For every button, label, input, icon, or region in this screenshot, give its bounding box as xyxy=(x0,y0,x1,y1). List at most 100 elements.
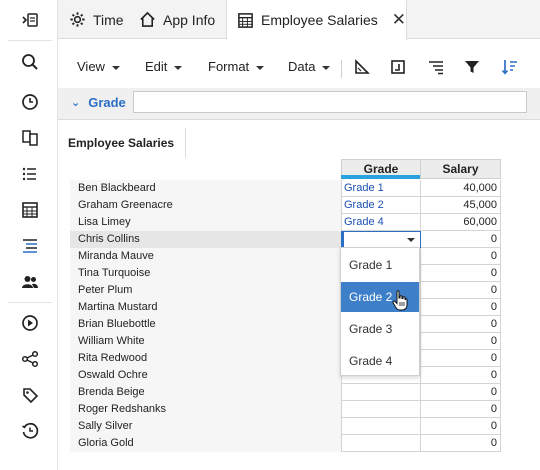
employee-name-cell[interactable]: Chris Collins xyxy=(70,231,341,248)
table-row[interactable]: Martina Mustard 0 xyxy=(70,299,501,316)
table-row[interactable]: Oswald Ochre 0 xyxy=(70,367,501,384)
share-icon[interactable] xyxy=(20,349,40,369)
employee-name-cell[interactable]: William White xyxy=(70,333,341,350)
history-icon[interactable] xyxy=(20,421,40,441)
salary-cell[interactable]: 0 xyxy=(421,435,501,452)
list-icon[interactable] xyxy=(20,164,40,184)
view-menu-label: View xyxy=(77,59,105,74)
employee-name-cell[interactable]: Gloria Gold xyxy=(70,435,341,452)
salary-cell[interactable]: 0 xyxy=(421,282,501,299)
grade-dropdown-list: Grade 1 Grade 2 Grade 3 Grade 4 xyxy=(340,247,420,376)
salary-cell[interactable]: 0 xyxy=(421,316,501,333)
salary-cell[interactable]: 0 xyxy=(421,418,501,435)
employee-name-cell[interactable]: Lisa Limey xyxy=(70,214,341,231)
table-row[interactable]: Chris Collins 0 xyxy=(70,231,501,248)
grade-cell[interactable] xyxy=(341,435,421,452)
table-row[interactable]: Graham Greenacre Grade 2 45,000 xyxy=(70,197,501,214)
employee-name-cell[interactable]: Brenda Beige xyxy=(70,384,341,401)
grade-cell[interactable]: Grade 2 xyxy=(341,197,421,214)
salary-cell[interactable]: 0 xyxy=(421,333,501,350)
salary-cell[interactable]: 40,000 xyxy=(421,180,501,197)
table-row[interactable]: Rita Redwood 0 xyxy=(70,350,501,367)
play-icon[interactable] xyxy=(20,313,40,333)
table-row[interactable]: Ben Blackbeard Grade 1 40,000 xyxy=(70,180,501,197)
salary-cell[interactable]: 0 xyxy=(421,248,501,265)
expand-sidebar-icon[interactable] xyxy=(20,10,40,30)
toolbar-divider xyxy=(341,60,342,78)
employee-name-cell[interactable]: Roger Redshanks xyxy=(70,401,341,418)
spreadsheet-icon[interactable] xyxy=(20,200,40,220)
employee-name-cell[interactable]: Ben Blackbeard xyxy=(70,180,341,197)
edit-menu-button[interactable]: Edit xyxy=(145,59,183,74)
employee-name-cell[interactable]: Brian Bluebottle xyxy=(70,316,341,333)
table-row[interactable]: Brian Bluebottle 0 xyxy=(70,316,501,333)
ruler-icon[interactable] xyxy=(352,57,372,77)
grade-cell[interactable]: Grade 1 xyxy=(341,180,421,197)
salary-cell[interactable]: 0 xyxy=(421,401,501,418)
grade-filter-toggle[interactable]: ⌄ Grade xyxy=(71,95,126,110)
salary-cell[interactable]: 0 xyxy=(421,265,501,282)
employee-name-cell[interactable]: Martina Mustard xyxy=(70,299,341,316)
dropdown-option[interactable]: Grade 3 xyxy=(349,322,393,336)
salary-cell[interactable]: 0 xyxy=(421,384,501,401)
table-row[interactable]: Sally Silver 0 xyxy=(70,418,501,435)
filter-icon[interactable] xyxy=(462,57,482,77)
grade-cell[interactable]: Grade 4 xyxy=(341,214,421,231)
align-right-icon[interactable] xyxy=(426,57,446,77)
grade-cell[interactable] xyxy=(341,401,421,418)
format-menu-button[interactable]: Format xyxy=(208,59,265,74)
employee-name-cell[interactable]: Rita Redwood xyxy=(70,350,341,367)
table-row[interactable]: Tina Turquoise 0 xyxy=(70,265,501,282)
salary-cell[interactable]: 45,000 xyxy=(421,197,501,214)
salary-cell[interactable]: 0 xyxy=(421,350,501,367)
tab-employee-salaries[interactable]: Employee Salaries ✕ xyxy=(226,0,407,40)
employee-name-cell[interactable]: Tina Turquoise xyxy=(70,265,341,282)
employee-name-cell[interactable]: Oswald Ochre xyxy=(70,367,341,384)
sheet-title-tab[interactable]: Employee Salaries xyxy=(62,128,186,158)
data-menu-button[interactable]: Data xyxy=(288,59,331,74)
cell-focus-indicator xyxy=(341,231,344,248)
chevron-down-icon[interactable] xyxy=(407,238,415,242)
employee-name-cell[interactable]: Peter Plum xyxy=(70,282,341,299)
tab-app-info[interactable]: App Info xyxy=(138,0,215,39)
table-row[interactable]: Brenda Beige 0 xyxy=(70,384,501,401)
home-icon xyxy=(138,11,156,29)
grade-cell[interactable] xyxy=(341,384,421,401)
chevron-down-icon xyxy=(256,65,265,70)
salary-cell[interactable]: 60,000 xyxy=(421,214,501,231)
tag-icon[interactable] xyxy=(20,385,40,405)
grade-select[interactable] xyxy=(341,231,421,248)
table-row[interactable]: Lisa Limey Grade 4 60,000 xyxy=(70,214,501,231)
grade-cell[interactable] xyxy=(341,418,421,435)
close-icon[interactable]: ✕ xyxy=(391,10,406,29)
dropdown-option[interactable]: Grade 4 xyxy=(349,354,393,368)
salary-column-header[interactable]: Salary xyxy=(420,159,501,179)
table-row[interactable]: Roger Redshanks 0 xyxy=(70,401,501,418)
employee-name-cell[interactable]: Sally Silver xyxy=(70,418,341,435)
collapse-chevron-icon: ⌄ xyxy=(71,97,81,109)
grade-value: Grade 2 xyxy=(344,199,384,211)
table-row[interactable]: Gloria Gold 0 xyxy=(70,435,501,452)
employee-name-cell[interactable]: Graham Greenacre xyxy=(70,197,341,214)
salary-cell[interactable]: 0 xyxy=(421,231,501,248)
grade-column-active-indicator xyxy=(341,175,420,179)
tab-time[interactable]: Time xyxy=(68,0,124,39)
sort-icon[interactable] xyxy=(500,57,520,77)
employee-name-cell[interactable]: Miranda Mauve xyxy=(70,248,341,265)
users-icon[interactable] xyxy=(20,272,40,292)
dropdown-option[interactable]: Grade 1 xyxy=(349,258,393,272)
pages-icon[interactable] xyxy=(20,128,40,148)
table-row[interactable]: William White 0 xyxy=(70,333,501,350)
grade-filter-input[interactable] xyxy=(133,91,527,113)
view-menu-button[interactable]: View xyxy=(77,59,120,74)
salary-cell[interactable]: 0 xyxy=(421,367,501,384)
search-icon[interactable] xyxy=(20,52,40,72)
tab-label: Time xyxy=(93,11,124,28)
edit-menu-label: Edit xyxy=(145,59,168,74)
salary-cell[interactable]: 0 xyxy=(421,299,501,316)
table-row[interactable]: Peter Plum 0 xyxy=(70,282,501,299)
clock-icon[interactable] xyxy=(20,92,40,112)
tasks-icon[interactable] xyxy=(20,236,40,256)
table-row[interactable]: Miranda Mauve 0 xyxy=(70,248,501,265)
frame-icon[interactable] xyxy=(388,57,408,77)
